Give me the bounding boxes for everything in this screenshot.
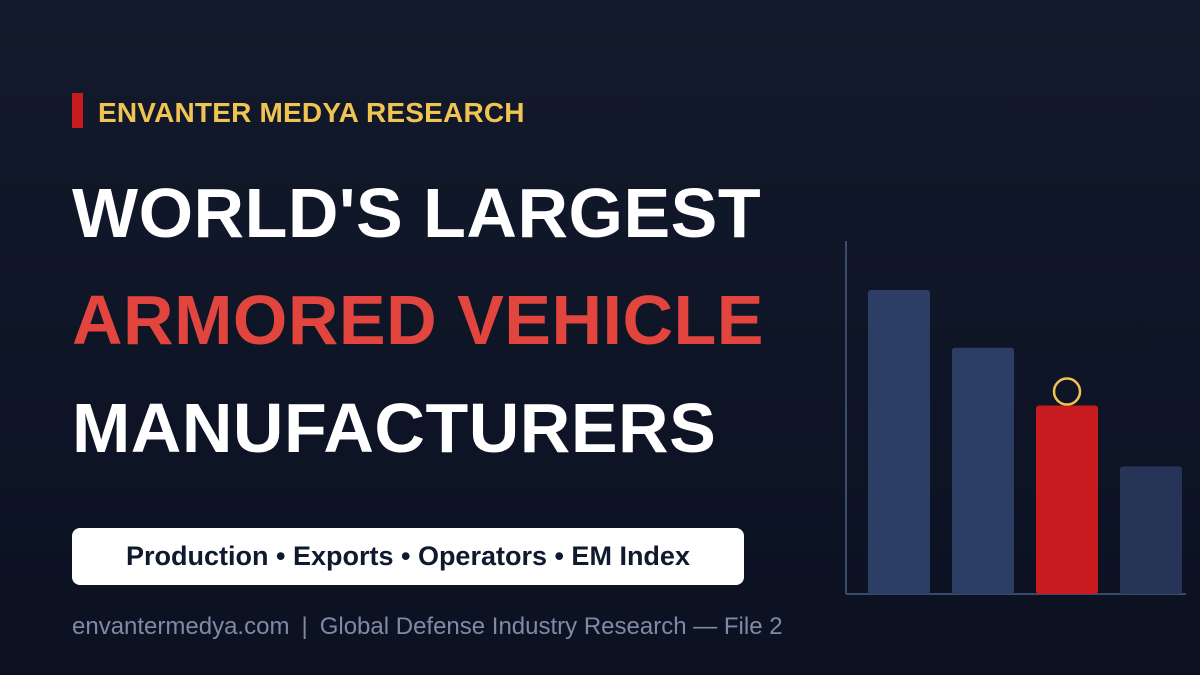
chart-bar-3 xyxy=(1036,405,1098,594)
tags-text: Production • Exports • Operators • EM In… xyxy=(126,541,690,571)
footer: envantermedya.com | Global Defense Industr… xyxy=(72,612,783,642)
chart-bar-2 xyxy=(952,347,1014,594)
tags-pill: Production • Exports • Operators • EM In… xyxy=(72,528,744,585)
kicker-label: ENVANTER MEDYA RESEARCH xyxy=(98,97,525,128)
footer-separator: | xyxy=(301,613,308,640)
headline-line-3: MANUFACTURERS xyxy=(72,389,717,467)
headline-line-2: ARMORED VEHICLE xyxy=(72,281,764,359)
footer-description: Global Defense Industry Research — File … xyxy=(319,613,783,640)
kicker-accent-bar xyxy=(72,93,83,128)
headline-line-1: WORLD'S LARGEST xyxy=(72,174,762,252)
chart-bar-1 xyxy=(868,290,930,594)
chart-bar-4 xyxy=(1120,466,1182,594)
highlight-marker-circle xyxy=(1052,377,1082,406)
footer-site: envantermedya.com xyxy=(72,613,290,640)
